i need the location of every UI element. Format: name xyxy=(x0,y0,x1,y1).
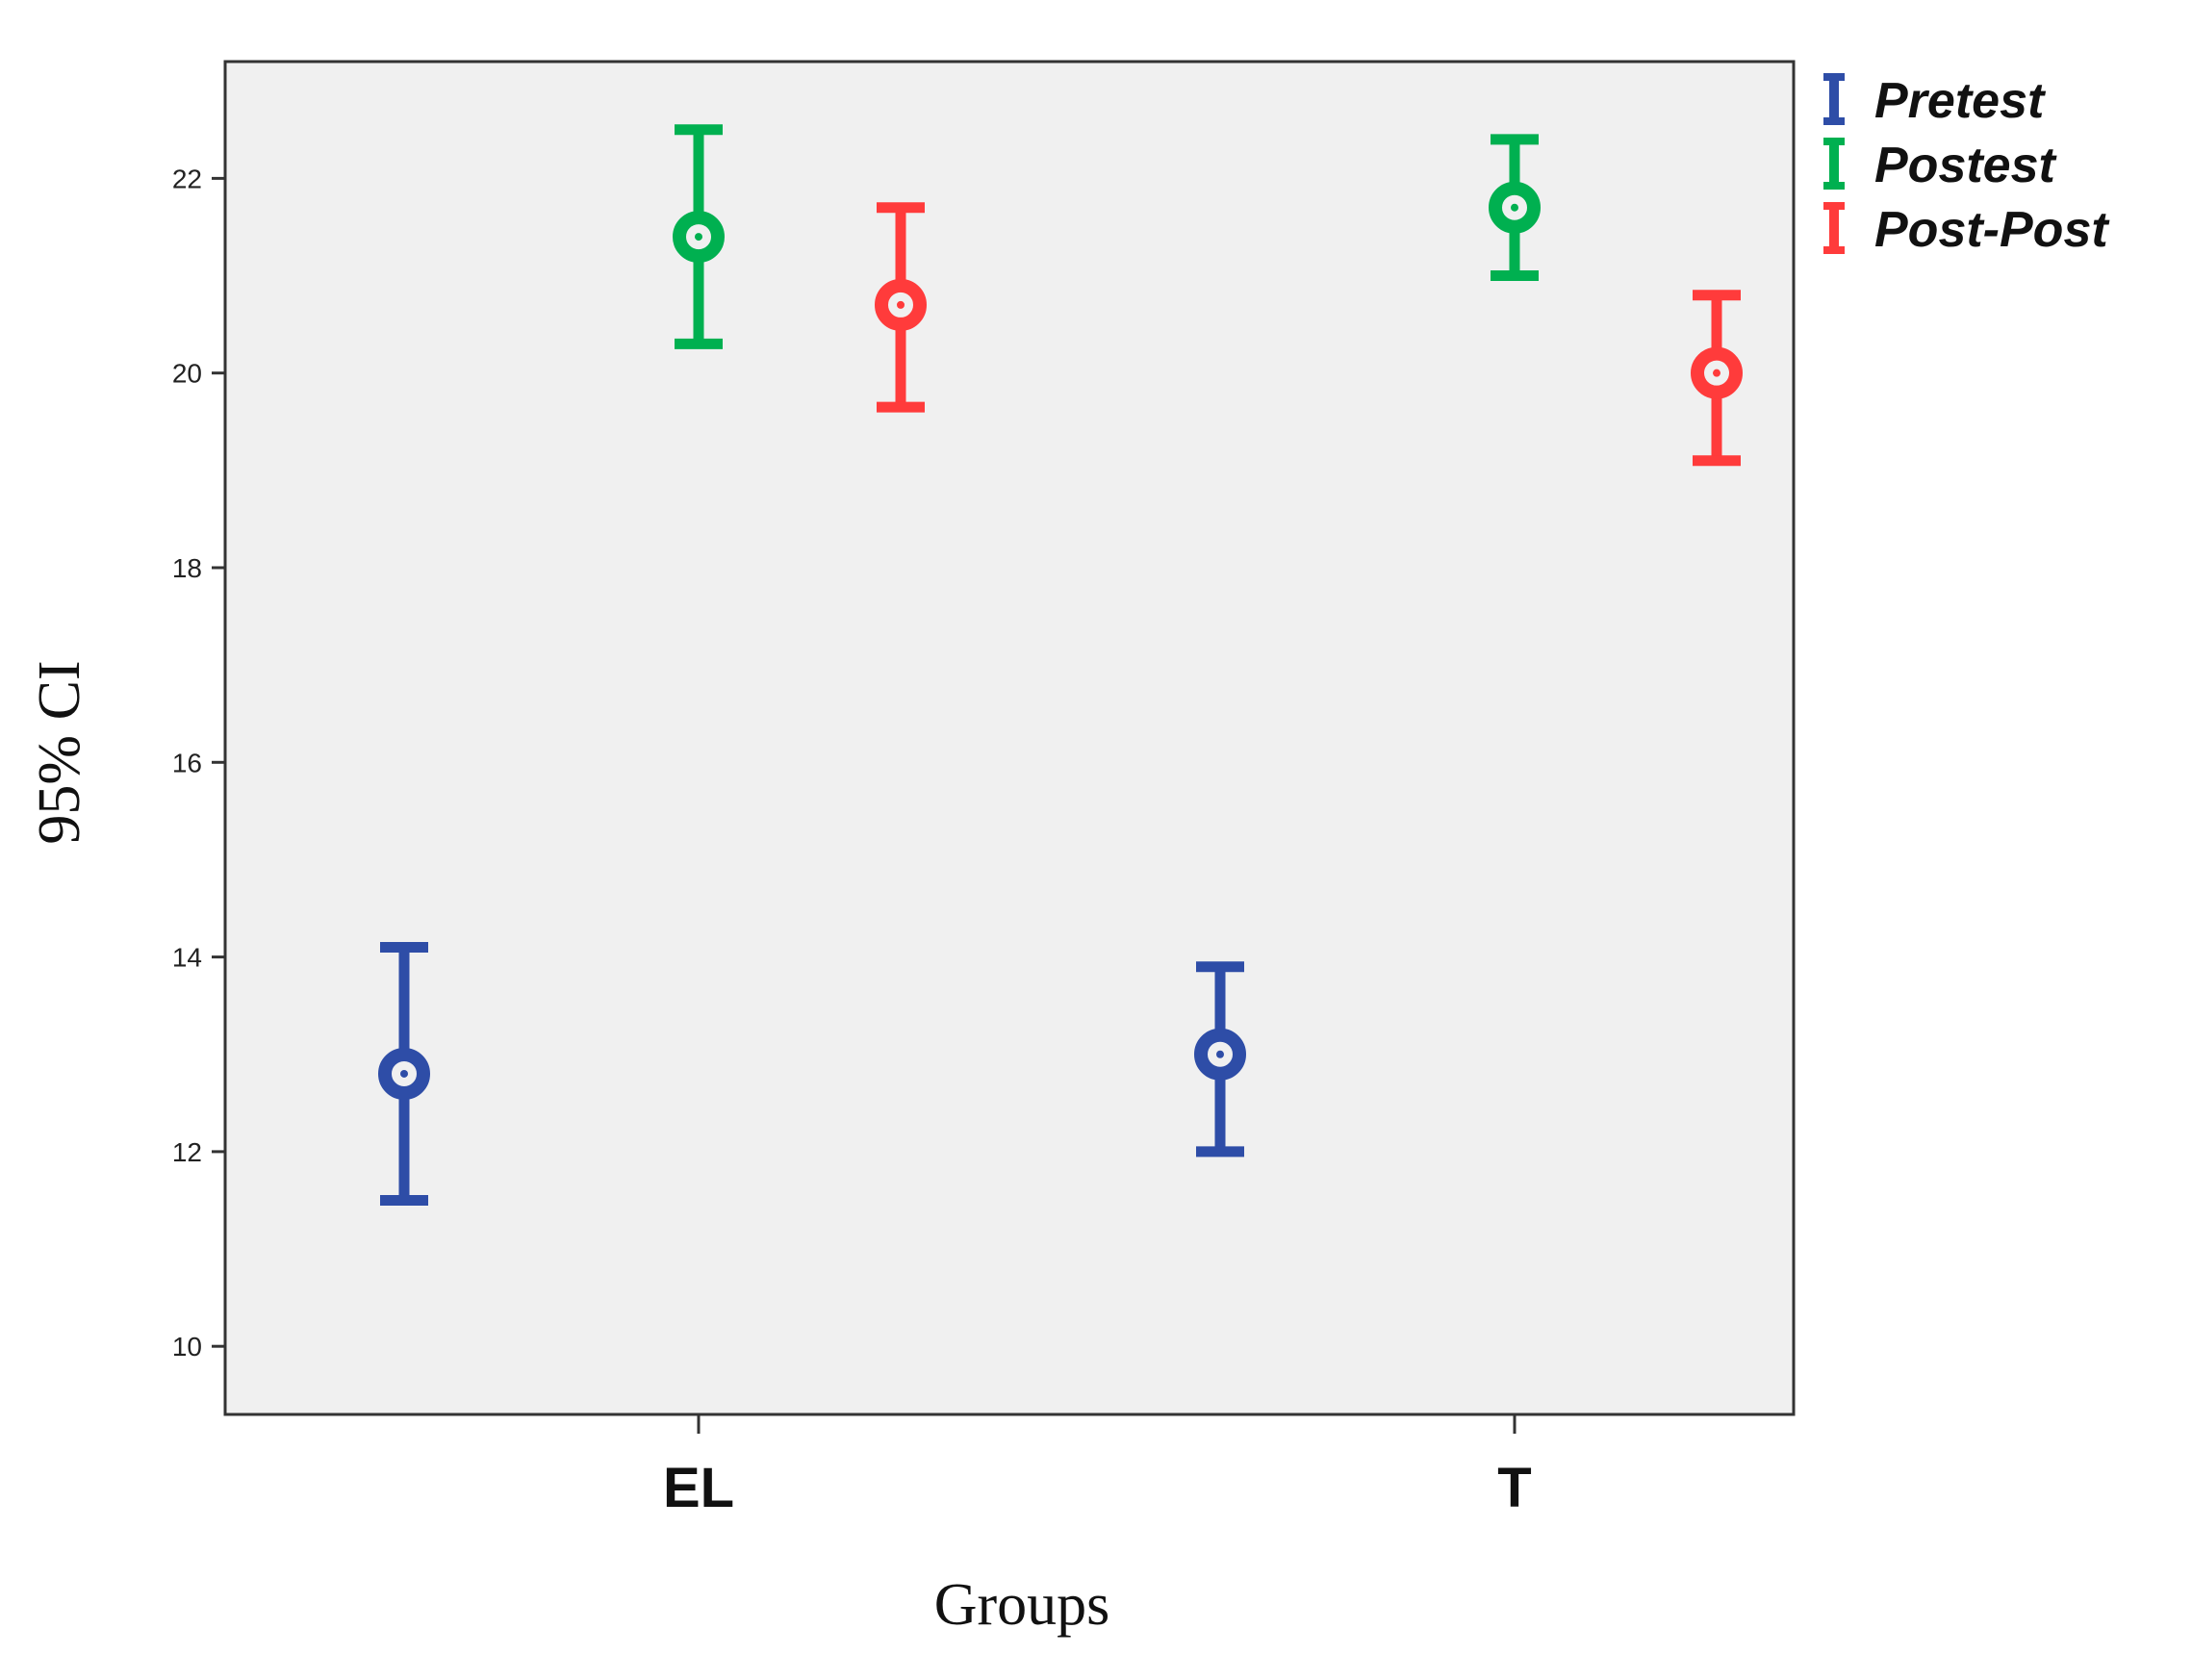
mean-marker-center xyxy=(400,1069,408,1078)
mean-marker-center xyxy=(1713,369,1720,377)
error-bar-pretest-t xyxy=(1194,961,1246,1158)
mean-marker-center xyxy=(1216,1050,1224,1058)
y-axis-title: 95% CI xyxy=(27,660,92,844)
y-tick-label: 22 xyxy=(172,164,202,193)
legend-item-postest: Postest xyxy=(1823,138,2058,193)
legend: Pretest Postest Post-Post xyxy=(1823,73,2110,258)
plot-area xyxy=(223,60,1796,1416)
y-tick-label: 16 xyxy=(172,748,202,777)
x-category-label: T xyxy=(1497,1457,1531,1519)
legend-item-post-post: Post-Post xyxy=(1823,202,2110,258)
legend-item-pretest: Pretest xyxy=(1823,73,2047,129)
y-tick-label: 10 xyxy=(172,1332,202,1362)
mean-marker-center xyxy=(1511,203,1518,212)
error-bar-post-post-el xyxy=(875,202,927,413)
y-tick-label: 18 xyxy=(172,553,202,583)
x-axis-title: Groups xyxy=(934,1572,1110,1638)
mean-marker-center xyxy=(897,300,905,309)
x-category-label: EL xyxy=(663,1457,734,1519)
mean-marker-center xyxy=(695,233,702,242)
y-tick-label: 12 xyxy=(172,1137,202,1167)
error-bar-postest-t xyxy=(1489,134,1541,282)
legend-label: Postest xyxy=(1874,138,2058,193)
error-bar-pretest-el xyxy=(378,941,430,1206)
y-tick-label: 20 xyxy=(172,359,202,389)
x-axis: EL T xyxy=(663,1414,1532,1519)
legend-label: Post-Post xyxy=(1874,202,2110,258)
y-axis: 10 12 14 16 18 20 22 xyxy=(172,164,225,1362)
error-bar-post-post-t xyxy=(1691,290,1743,467)
y-tick-label: 14 xyxy=(172,943,202,973)
error-bars xyxy=(378,124,1743,1206)
legend-label: Pretest xyxy=(1874,73,2047,129)
error-bar-postest-el xyxy=(673,124,725,349)
